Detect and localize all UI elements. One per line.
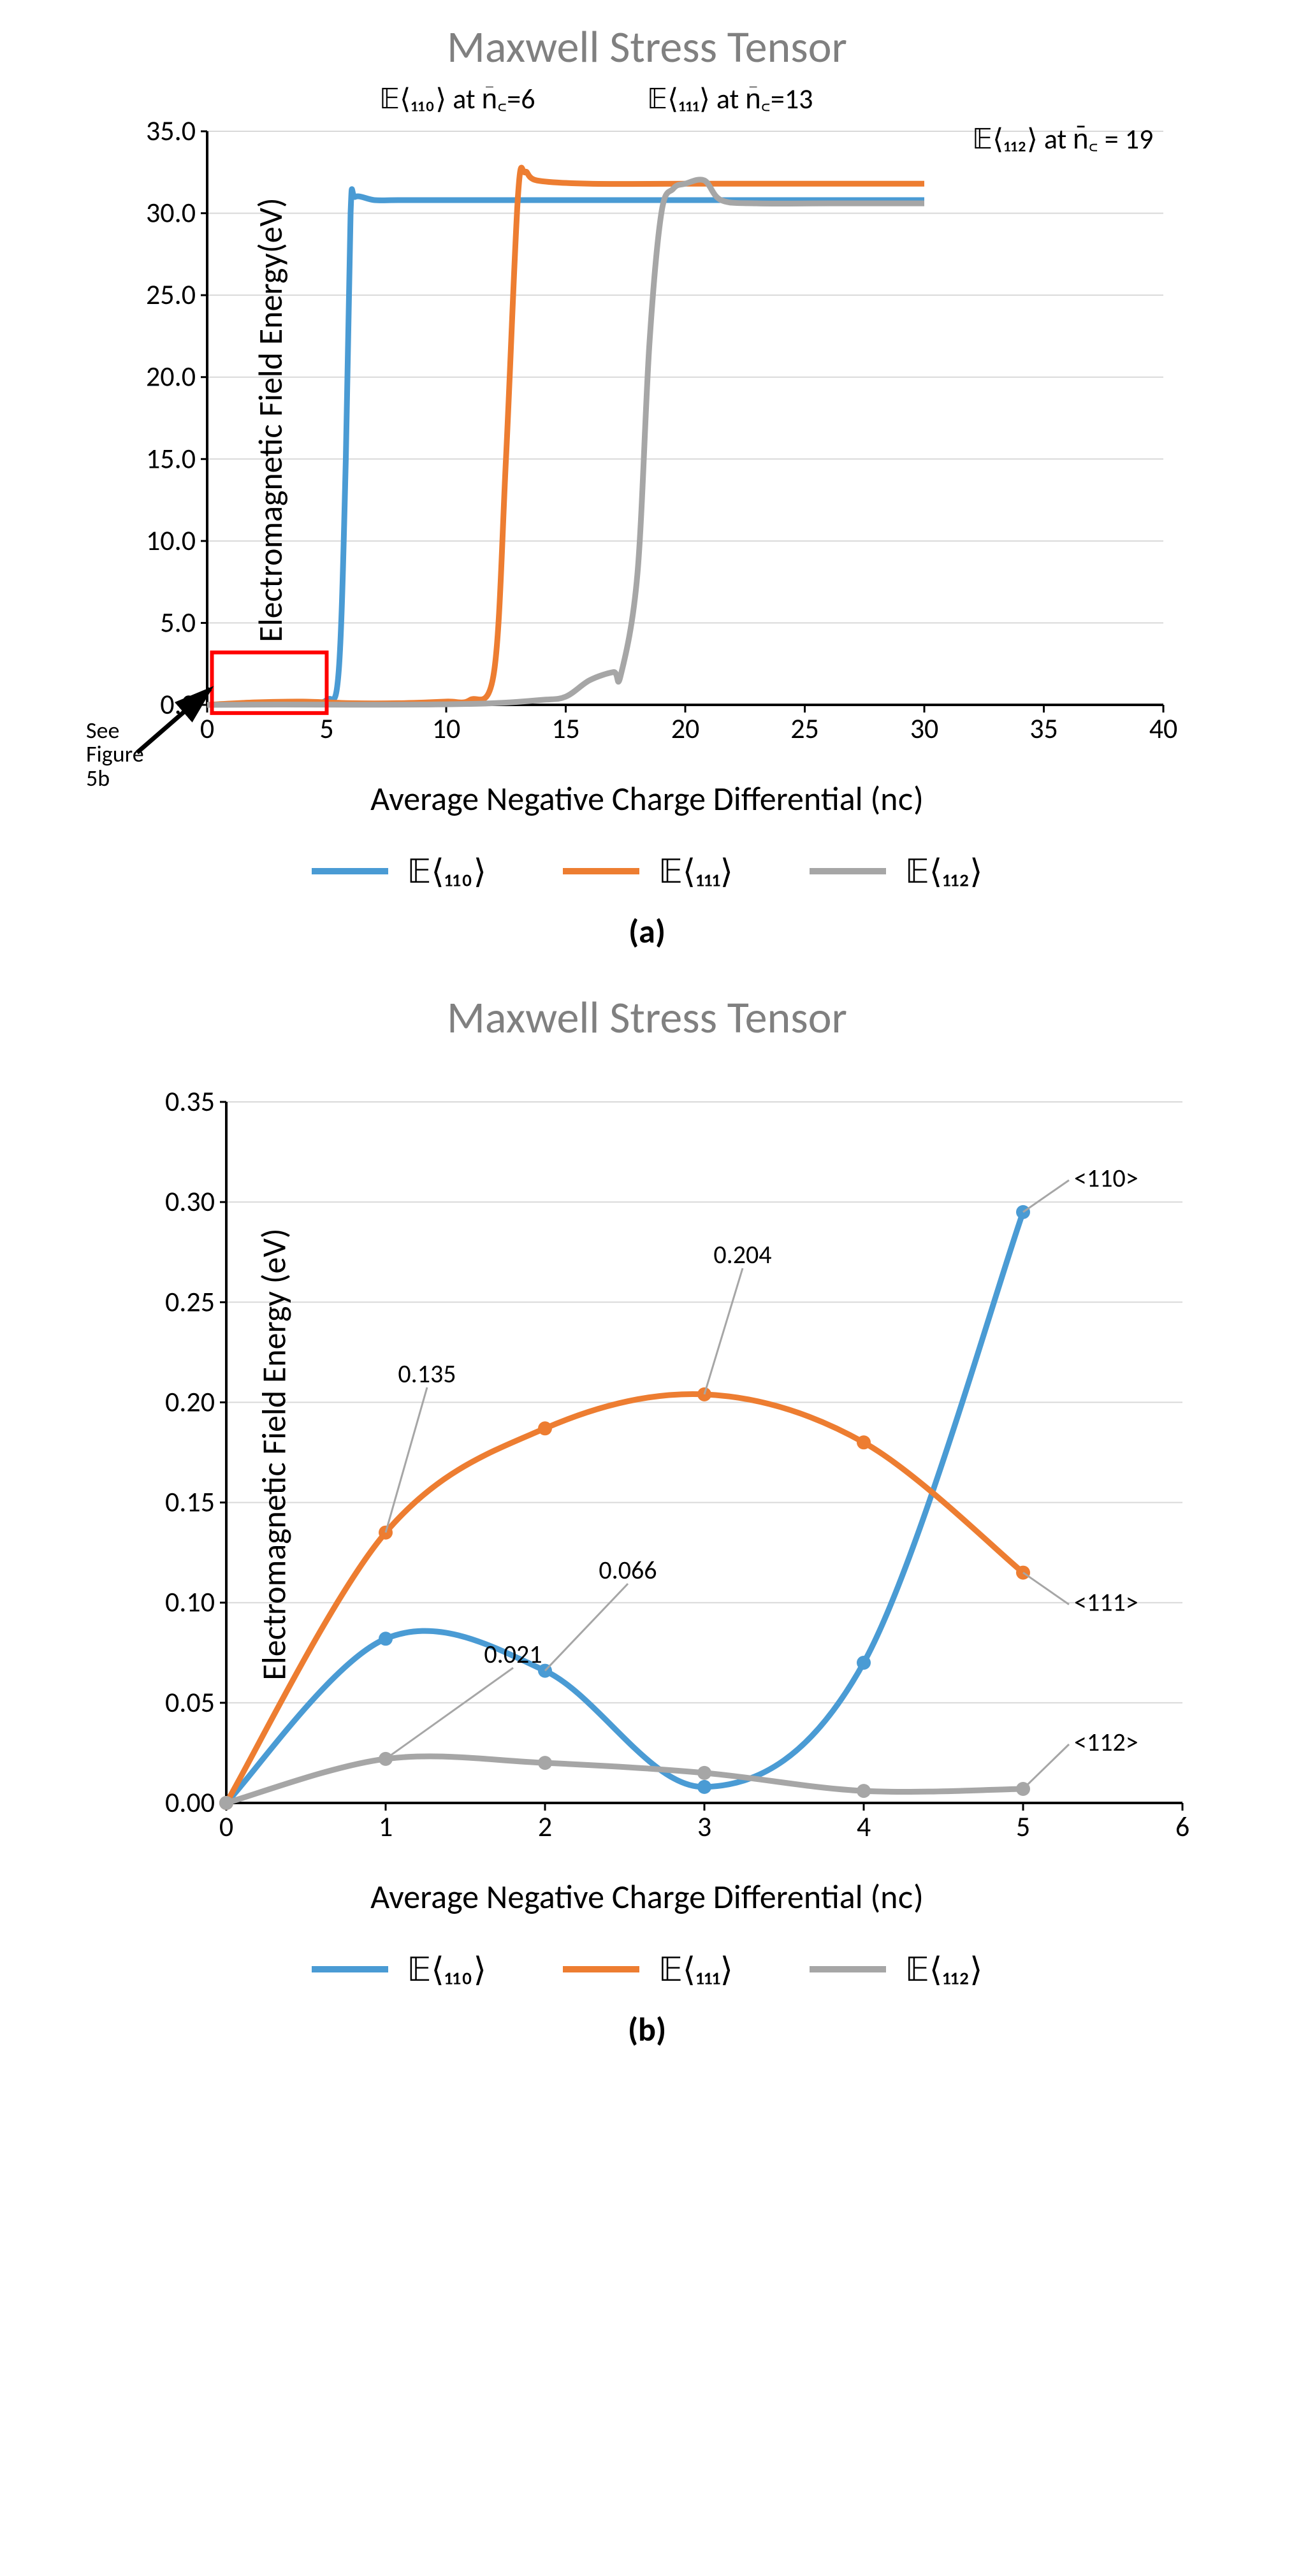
- svg-text:<112>: <112>: [1074, 1726, 1138, 1758]
- svg-text:<111>: <111>: [1074, 1587, 1138, 1618]
- legend-label: 𝔼⟨₁₁₁⟩: [658, 851, 733, 892]
- svg-text:30.0: 30.0: [146, 196, 196, 230]
- legend-item: 𝔼⟨₁₁₀⟩: [312, 851, 486, 892]
- legend-label: 𝔼⟨₁₁₂⟩: [905, 851, 983, 892]
- svg-text:0.05: 0.05: [165, 1685, 215, 1719]
- chart-b-title: Maxwell Stress Tensor: [447, 990, 847, 1045]
- svg-text:4: 4: [857, 1809, 871, 1844]
- see-figure-arrow: [92, 670, 233, 772]
- legend-label: 𝔼⟨₁₁₂⟩: [905, 1949, 983, 1990]
- legend-swatch: [563, 1966, 639, 1972]
- svg-text:20: 20: [671, 711, 700, 746]
- svg-text:0.35: 0.35: [165, 1084, 215, 1118]
- svg-text:2: 2: [538, 1809, 552, 1844]
- svg-text:0.135: 0.135: [398, 1358, 456, 1389]
- svg-text:0.30: 0.30: [165, 1184, 215, 1219]
- svg-text:𝔼⟨₁₁₂⟩ at n̄꜀ = 19: 𝔼⟨₁₁₂⟩ at n̄꜀ = 19: [972, 122, 1153, 156]
- chart-a-title: Maxwell Stress Tensor: [447, 19, 847, 74]
- svg-text:20.0: 20.0: [146, 359, 196, 394]
- svg-text:25.0: 25.0: [146, 277, 196, 312]
- svg-text:0.25: 0.25: [165, 1284, 215, 1319]
- legend-swatch: [312, 1966, 388, 1972]
- chart-b-panel: Maxwell Stress Tensor Electromagnetic Fi…: [41, 990, 1253, 2050]
- svg-text:6: 6: [1175, 1809, 1189, 1844]
- legend-swatch: [563, 868, 639, 874]
- svg-text:15: 15: [551, 711, 580, 746]
- svg-text:𝔼⟨₁₁₀⟩ at n̄꜀=6: 𝔼⟨₁₁₀⟩ at n̄꜀=6: [379, 87, 535, 116]
- svg-text:<110>: <110>: [1074, 1162, 1138, 1194]
- svg-text:0.021: 0.021: [484, 1639, 542, 1670]
- svg-text:3: 3: [697, 1809, 711, 1844]
- svg-text:1: 1: [379, 1809, 393, 1844]
- svg-text:40: 40: [1149, 711, 1178, 746]
- svg-text:0: 0: [219, 1809, 233, 1844]
- svg-text:10: 10: [432, 711, 461, 746]
- svg-text:0.00: 0.00: [165, 1785, 215, 1820]
- chart-a-plot-wrap: Electromagnetic Field Energy(eV) 0.05.01…: [105, 87, 1189, 753]
- legend-swatch: [810, 868, 886, 874]
- chart-a-sublabel: (a): [629, 911, 665, 952]
- svg-text:10.0: 10.0: [146, 523, 196, 558]
- legend-item: 𝔼⟨₁₁₁⟩: [563, 1949, 733, 1990]
- svg-text:30: 30: [910, 711, 939, 746]
- figure-container: Maxwell Stress Tensor Electromagnetic Fi…: [19, 19, 1275, 2050]
- chart-a-panel: Maxwell Stress Tensor Electromagnetic Fi…: [41, 19, 1253, 952]
- svg-text:35: 35: [1029, 711, 1058, 746]
- svg-text:15.0: 15.0: [146, 441, 196, 475]
- svg-text:0.20: 0.20: [165, 1384, 215, 1419]
- legend-item: 𝔼⟨₁₁₂⟩: [810, 851, 983, 892]
- legend-label: 𝔼⟨₁₁₀⟩: [407, 1949, 486, 1990]
- svg-text:5.0: 5.0: [160, 605, 196, 639]
- svg-text:0.10: 0.10: [165, 1585, 215, 1619]
- legend-item: 𝔼⟨₁₁₂⟩: [810, 1949, 983, 1990]
- svg-text:0.204: 0.204: [713, 1239, 771, 1270]
- legend-swatch: [810, 1966, 886, 1972]
- legend-label: 𝔼⟨₁₁₀⟩: [407, 851, 486, 892]
- chart-b-ylabel: Electromagnetic Field Energy (eV): [254, 1228, 294, 1680]
- legend-swatch: [312, 868, 388, 874]
- svg-text:25: 25: [790, 711, 819, 746]
- svg-text:5: 5: [319, 711, 333, 746]
- chart-b-legend: 𝔼⟨₁₁₀⟩ 𝔼⟨₁₁₁⟩ 𝔼⟨₁₁₂⟩: [312, 1949, 983, 1990]
- chart-b-xlabel: Average Negative Charge Differential (nᴄ…: [370, 1876, 924, 1917]
- svg-text:5: 5: [1016, 1809, 1030, 1844]
- legend-item: 𝔼⟨₁₁₁⟩: [563, 851, 733, 892]
- svg-text:0.15: 0.15: [165, 1485, 215, 1519]
- chart-a-ylabel: Electromagnetic Field Energy(eV): [250, 198, 291, 642]
- svg-text:𝔼⟨₁₁₁⟩ at n̄꜀=13: 𝔼⟨₁₁₁⟩ at n̄꜀=13: [647, 87, 813, 116]
- chart-b-plot-wrap: Electromagnetic Field Energy (eV) 0.00 0.…: [105, 1057, 1189, 1851]
- svg-text:35.0: 35.0: [146, 113, 196, 148]
- chart-b-sublabel: (b): [628, 2009, 666, 2050]
- chart-a-xlabel: Average Negative Charge Differential (nᴄ…: [370, 778, 924, 819]
- legend-item: 𝔼⟨₁₁₀⟩: [312, 1949, 486, 1990]
- svg-text:0.066: 0.066: [599, 1554, 657, 1586]
- chart-a-legend: 𝔼⟨₁₁₀⟩ 𝔼⟨₁₁₁⟩ 𝔼⟨₁₁₂⟩: [312, 851, 983, 892]
- legend-label: 𝔼⟨₁₁₁⟩: [658, 1949, 733, 1990]
